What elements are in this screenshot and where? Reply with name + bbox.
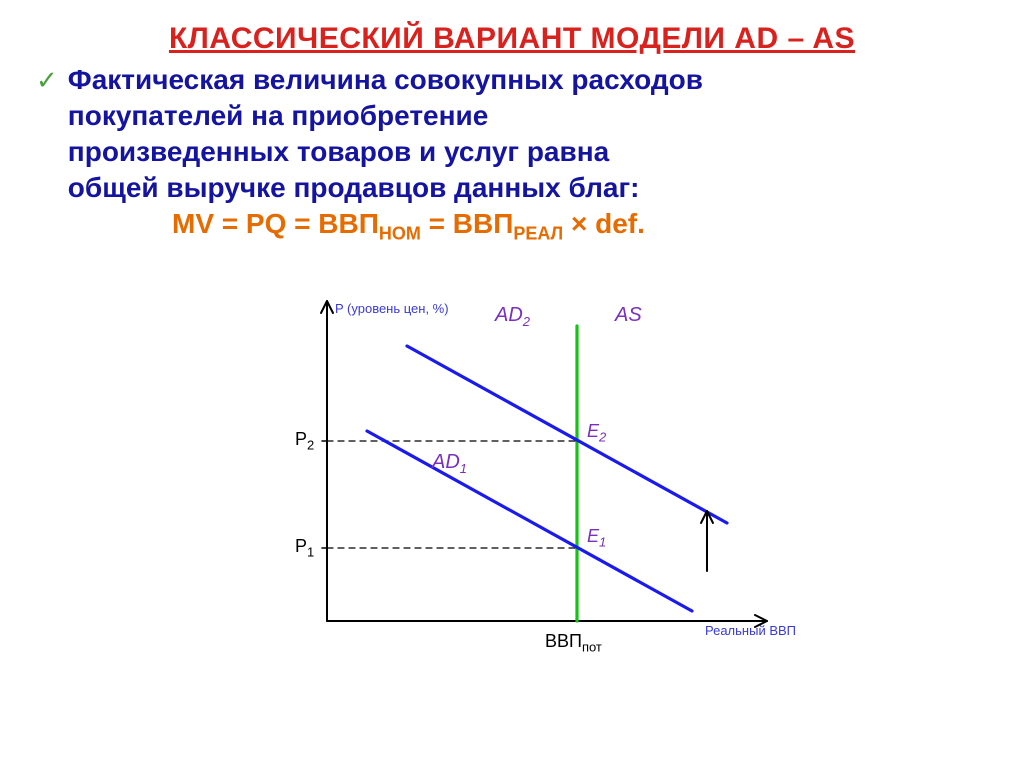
ad1-label: AD1	[432, 451, 467, 476]
body-text: Фактическая величина совокупных расходов…	[68, 62, 703, 206]
slide-title: КЛАССИЧЕСКИЙ ВАРИАНТ МОДЕЛИ AD – AS	[42, 22, 982, 56]
ad2-text: AD	[495, 304, 523, 326]
e1-label: E1	[587, 526, 606, 550]
body-line: общей выручке продавцов данных благ:	[68, 172, 640, 203]
body-line: произведенных товаров и услуг равна	[68, 136, 609, 167]
e1-sub: 1	[599, 534, 606, 549]
formula-part: = ВВП	[421, 208, 513, 239]
x-tick-text: ВВП	[545, 631, 582, 651]
e2-text: E	[587, 421, 599, 441]
e1-text: E	[587, 526, 599, 546]
formula-sub: РЕАЛ	[513, 224, 563, 244]
y-axis-title: P (уровень цен, %)	[335, 301, 449, 316]
p1-text: P	[295, 536, 307, 556]
ad2-sub: 2	[523, 314, 530, 329]
ad1-sub: 1	[460, 461, 467, 476]
formula-sub: НОМ	[379, 224, 421, 244]
x-tick-label: ВВПпот	[545, 631, 602, 655]
x-axis-title: Реальный ВВП	[705, 623, 796, 638]
e2-label: E2	[587, 421, 606, 445]
chart-svg	[207, 271, 817, 681]
ad2-label: AD2	[495, 304, 530, 329]
formula-part: MV = PQ = ВВП	[172, 208, 379, 239]
p2-label: P2	[295, 429, 314, 453]
check-icon: ✓	[36, 62, 58, 98]
ad-as-chart: P (уровень цен, %) Реальный ВВП AD2 AS A…	[207, 271, 817, 681]
formula-part: × def.	[563, 208, 645, 239]
p2-sub: 2	[307, 437, 314, 452]
p1-label: P1	[295, 536, 314, 560]
formula: MV = PQ = ВВПНОМ = ВВПРЕАЛ × def.	[172, 208, 982, 245]
body-line: Фактическая величина совокупных расходов	[68, 64, 703, 95]
e2-sub: 2	[599, 429, 606, 444]
bullet-row: ✓ Фактическая величина совокупных расход…	[42, 62, 982, 206]
p2-text: P	[295, 429, 307, 449]
ad1-text: AD	[432, 451, 460, 473]
body-line: покупателей на приобретение	[68, 100, 489, 131]
as-label: AS	[615, 304, 642, 327]
p1-sub: 1	[307, 544, 314, 559]
x-tick-sub: пот	[582, 639, 602, 654]
